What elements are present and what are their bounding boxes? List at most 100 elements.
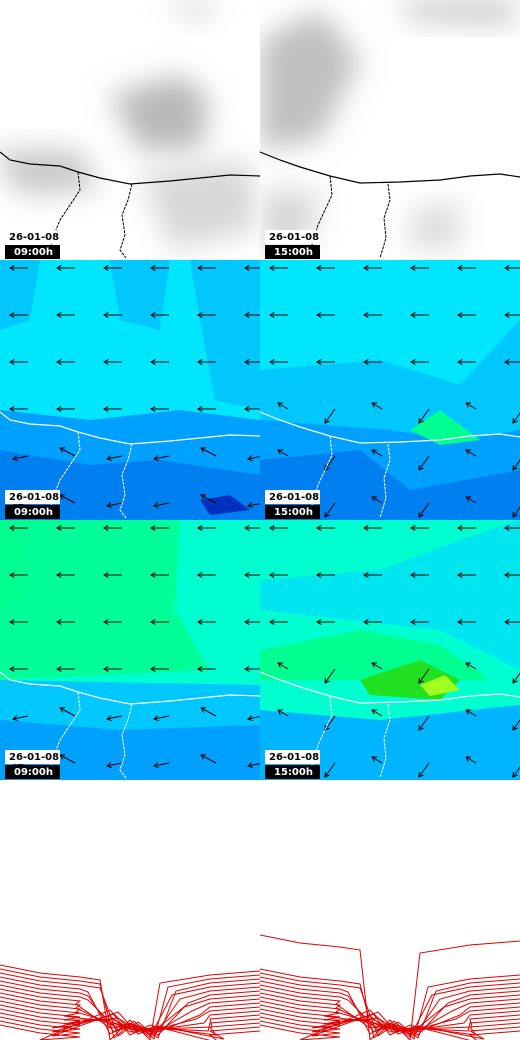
date-label: 26-01-08 (9, 752, 59, 763)
wind-arrow (465, 709, 477, 717)
arrow-head (465, 496, 472, 502)
field-area (0, 150, 100, 195)
wind-arrow (200, 447, 217, 457)
arrow-head (371, 496, 378, 502)
arrow-head (12, 715, 18, 722)
background (260, 780, 520, 1040)
date-label: 26-01-08 (9, 492, 59, 503)
panel-layer (260, 780, 520, 1040)
arrow-head (244, 358, 250, 366)
arrow-head (363, 571, 369, 579)
wind-arrow (59, 447, 76, 457)
arrow-head (103, 311, 109, 319)
arrow-head (410, 524, 416, 532)
panel-layer (260, 260, 520, 520)
arrow-head (504, 571, 510, 579)
wind-arrow (418, 668, 430, 684)
panel-layer (0, 260, 260, 520)
arrow-head (247, 455, 253, 462)
wind-arrow (371, 662, 383, 670)
time-label: 09:00h (14, 767, 53, 778)
contour-line (0, 1000, 260, 1032)
panel-layer (260, 520, 520, 780)
wind-arrow (200, 754, 217, 764)
arrow-head (418, 464, 424, 471)
border (119, 703, 133, 779)
date-box (265, 230, 320, 244)
arrow-head (103, 571, 109, 579)
wind-arrow (371, 402, 383, 410)
arrow-head (316, 311, 322, 319)
arrow-head (371, 402, 378, 408)
arrow-head (457, 311, 463, 319)
background (0, 780, 260, 1040)
arrow-head (9, 571, 15, 579)
arrow-head (418, 771, 424, 778)
arrow-head (504, 358, 510, 366)
arrow-head (457, 571, 463, 579)
time-label: 09:00h (14, 247, 53, 258)
field-area (410, 410, 480, 445)
arrow-head (316, 571, 322, 579)
arrow-head (324, 771, 330, 778)
arrow-head (9, 358, 15, 366)
map-panel: 26-01-08 09:00h (0, 260, 260, 520)
arrow-head (197, 311, 203, 319)
arrow-head (9, 524, 15, 532)
arrow-head (153, 502, 159, 509)
arrow-head (269, 524, 275, 532)
arrow-head (269, 311, 275, 319)
wind-arrow (277, 449, 289, 457)
contour-line (0, 1004, 260, 1031)
arrow-head (277, 709, 284, 715)
arrow-head (504, 618, 510, 626)
arrow-head (512, 417, 518, 424)
arrow-head (363, 618, 369, 626)
coastline (260, 151, 520, 184)
wind-arrow (512, 719, 520, 731)
contour-line (0, 988, 260, 1035)
contour-line (260, 988, 520, 1035)
field-area (260, 705, 520, 780)
arrow-head (200, 494, 207, 500)
arrow-head (56, 358, 62, 366)
map-panel: 26-01-08 15:00h (260, 260, 520, 520)
arrow-head (150, 311, 156, 319)
time-label: 15:00h (274, 767, 313, 778)
contour-line (260, 976, 520, 1038)
wind-arrow (247, 456, 260, 460)
arrow-head (12, 455, 18, 462)
arrow-head (244, 571, 250, 579)
date-label: 26-01-08 (269, 492, 319, 503)
time-box (265, 245, 320, 259)
map-panel (0, 780, 260, 1040)
map-panel: 26-01-08 09:00h (0, 0, 260, 260)
panel-layer (260, 0, 520, 260)
border (379, 443, 391, 519)
arrow-head (269, 358, 275, 366)
arrow-head (103, 264, 109, 272)
wind-arrow (153, 455, 170, 460)
arrow-head (465, 756, 472, 762)
date-box (5, 230, 60, 244)
arrow-head (269, 618, 275, 626)
arrow-head (457, 524, 463, 532)
coastline (0, 671, 260, 705)
arrow-head (197, 524, 203, 532)
arrow-head (316, 524, 322, 532)
arrow-head (150, 264, 156, 272)
arrow-head (418, 511, 424, 518)
arrow-head (150, 358, 156, 366)
wind-arrow (418, 408, 430, 424)
arrow-head (56, 665, 62, 673)
wind-arrow (59, 494, 76, 504)
arrow-head (244, 311, 250, 319)
wind-arrow (465, 449, 477, 457)
arrow-head (324, 511, 330, 518)
arrow-head (465, 662, 472, 668)
arrow-head (465, 709, 472, 715)
field-area (200, 495, 250, 515)
arrow-head (244, 524, 250, 532)
arrow-head (150, 405, 156, 413)
arrow-head (106, 455, 112, 462)
